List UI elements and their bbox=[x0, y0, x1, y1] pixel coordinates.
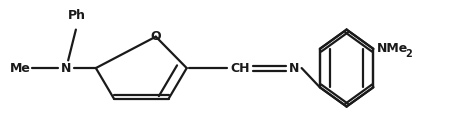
Text: N: N bbox=[61, 62, 71, 75]
Text: Ph: Ph bbox=[68, 9, 86, 22]
Text: O: O bbox=[150, 30, 161, 43]
Text: NMe: NMe bbox=[377, 42, 408, 55]
Text: N: N bbox=[289, 62, 299, 75]
Text: CH: CH bbox=[230, 62, 250, 75]
Text: Me: Me bbox=[10, 62, 31, 75]
Text: 2: 2 bbox=[405, 49, 412, 59]
